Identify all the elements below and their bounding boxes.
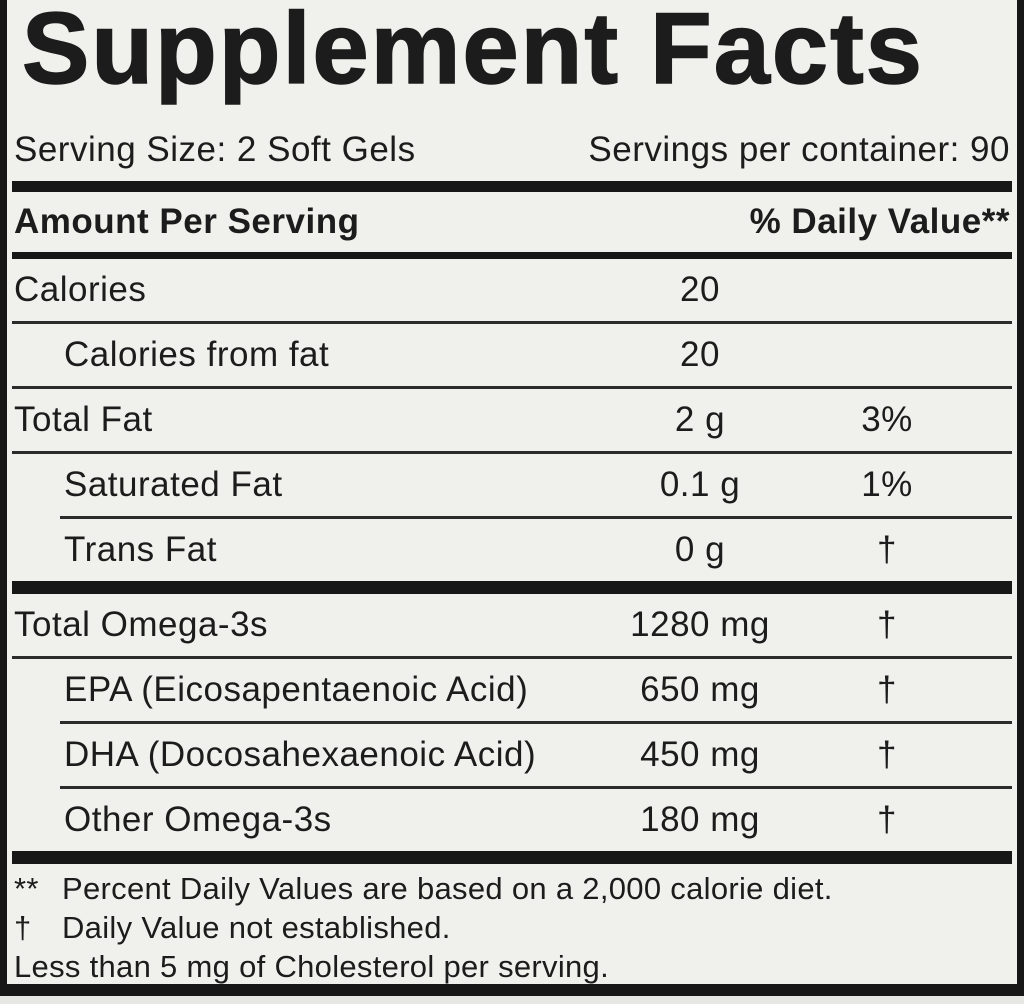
nutrient-amount: 2 g [674,400,726,439]
servings-per-container-text: Servings per container: 90 [588,129,1010,169]
nutrient-name: DHA (Docosahexaenoic Acid) [64,735,537,774]
nutrient-row-trans-fat: Trans Fat 0 g † [12,519,1012,581]
nutrient-name: Total Fat [14,400,153,439]
nutrient-daily-value: 3% [861,400,913,439]
nutrient-amount: 650 mg [640,670,760,709]
nutrient-row-calories: Calories 20 [12,259,1012,321]
nutrient-amount: 20 [680,335,720,374]
heavy-divider-footnotes [12,851,1012,864]
nutrient-amount: 450 mg [640,735,760,774]
footnote-cholesterol: Less than 5 mg of Cholesterol per servin… [12,947,1012,986]
nutrient-daily-value: † [877,800,897,839]
nutrient-amount: 180 mg [640,800,760,839]
nutrient-daily-value: † [877,735,897,774]
medium-divider [12,252,1012,259]
nutrient-row-saturated-fat: Saturated Fat 0.1 g 1% [12,454,1012,516]
nutrient-name: EPA (Eicosapentaenoic Acid) [64,670,529,709]
row-separator [12,386,1012,389]
footnote-text: Percent Daily Values are based on a 2,00… [62,870,833,906]
nutrient-amount: 0.1 g [659,465,741,504]
nutrient-amount: 20 [680,270,720,309]
daily-value-header: % Daily Value** [749,202,1010,241]
nutrient-row-epa: EPA (Eicosapentaenoic Acid) 650 mg † [12,659,1012,721]
panel-content: Supplement Facts Serving Size: 2 Soft Ge… [12,0,1012,984]
nutrient-name: Other Omega-3s [64,800,332,839]
amount-per-serving-header: Amount Per Serving [14,202,360,241]
nutrient-name: Saturated Fat [64,465,283,504]
serving-size-text: Serving Size: 2 Soft Gels [14,129,416,169]
row-separator [12,656,1012,659]
panel-title: Supplement Facts [21,0,924,105]
footnote-percent-daily-values: ** Percent Daily Values are based on a 2… [12,869,1012,908]
footnote-text: Daily Value not established. [62,909,451,945]
nutrient-row-calories-from-fat: Calories from fat 20 [12,324,1012,386]
serving-info-row: Serving Size: 2 Soft Gels Servings per c… [12,118,1012,181]
row-separator-indented [60,721,1012,724]
column-header-row: Amount Per Serving % Daily Value** [12,192,1012,252]
nutrient-row-total-omega-3s: Total Omega-3s 1280 mg † [12,594,1012,656]
nutrient-name: Calories [14,270,147,309]
nutrient-row-dha: DHA (Docosahexaenoic Acid) 450 mg † [12,724,1012,786]
footnote-text: Less than 5 mg of Cholesterol per servin… [14,948,610,984]
footnotes: ** Percent Daily Values are based on a 2… [12,864,1012,986]
nutrient-daily-value: † [877,670,897,709]
nutrient-daily-value: 1% [861,465,913,504]
nutrient-name: Trans Fat [64,530,217,569]
row-separator [12,451,1012,454]
nutrient-daily-value: † [877,530,897,569]
heavy-divider-top [12,181,1012,192]
nutrient-name: Calories from fat [64,335,330,374]
nutrient-amount: 0 g [674,530,726,569]
nutrient-daily-value: † [877,605,897,644]
nutrient-name: Total Omega-3s [14,605,269,644]
nutrient-row-other-omega-3s: Other Omega-3s 180 mg † [12,789,1012,851]
row-separator-indented [60,786,1012,789]
title-row: Supplement Facts [12,0,1012,118]
nutrient-amount: 1280 mg [630,605,770,644]
footnote-daily-value-not-established: † Daily Value not established. [12,908,1012,947]
nutrient-row-total-fat: Total Fat 2 g 3% [12,389,1012,451]
row-separator [12,321,1012,324]
double-asterisk-marker: ** [14,870,39,906]
dagger-marker: † [14,909,32,945]
row-separator-indented [60,516,1012,519]
heavy-divider-omega [12,581,1012,594]
